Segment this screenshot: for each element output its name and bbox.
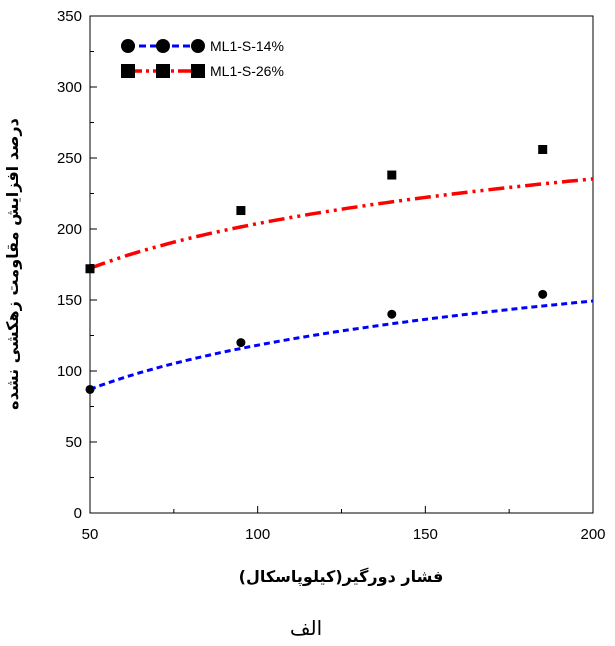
data-point [236,206,246,216]
data-points [85,144,548,394]
x-axis-title: فشار دورگیر(کیلوپاسکال) [239,567,444,587]
fit-line-ML1-S-14% [89,299,594,391]
legend-marker [156,39,170,53]
figure-caption: الف [290,616,322,640]
data-point [387,170,397,180]
legend-marker [191,39,205,53]
legend-marker [156,64,170,78]
y-tick-label: 250 [57,150,82,167]
fit-curves [89,177,594,391]
legend-marker [191,64,205,78]
legend-marker [121,39,135,53]
data-point [236,338,246,348]
data-point [538,289,548,299]
x-tick-label: 100 [245,526,270,543]
y-tick-label: 200 [57,221,82,238]
y-tick-label: 150 [57,292,82,309]
data-point [85,264,95,274]
data-point [538,144,548,154]
fit-line-ML1-S-26% [89,177,594,270]
x-tick-label: 50 [82,526,99,543]
y-tick-label: 300 [57,79,82,96]
data-point [387,309,397,319]
x-tick-label: 200 [580,526,605,543]
legend: ML1-S-14% ML1-S-26% [121,38,284,79]
plot-frame [89,15,594,514]
y-tick-label: 350 [57,8,82,25]
y-axis-title: درصد افزایش مقاومت زهکشی نشده [3,118,22,410]
y-tick-label: 50 [65,434,82,451]
legend-label: ML1-S-14% [210,38,284,54]
y-tick-label: 0 [74,505,82,522]
data-point [85,384,95,394]
x-tick-label: 150 [413,526,438,543]
legend-label: ML1-S-26% [210,63,284,79]
legend-marker [121,64,135,78]
y-tick-label: 100 [57,363,82,380]
